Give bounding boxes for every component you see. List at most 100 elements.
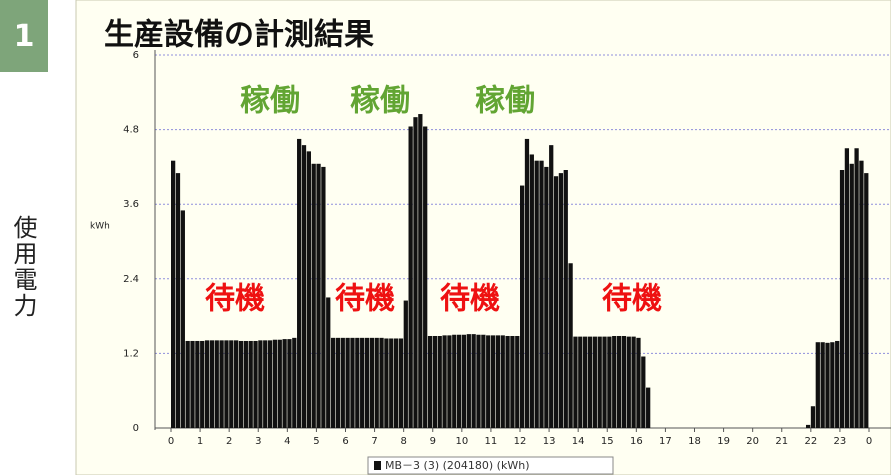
bar: [534, 160, 539, 428]
x-tick-label: 18: [688, 436, 701, 447]
bar: [500, 335, 505, 428]
side-label: 使用電力: [9, 215, 37, 319]
bar: [849, 163, 854, 428]
annotation: 待機: [205, 282, 265, 317]
bar: [234, 340, 239, 428]
bar: [229, 340, 234, 428]
y-tick-label: 2.4: [123, 274, 139, 285]
y-axis-label: kWh: [90, 222, 110, 232]
bar: [471, 334, 476, 428]
bar: [461, 334, 467, 428]
bar: [398, 338, 404, 428]
bar: [544, 166, 549, 428]
bar: [408, 126, 413, 428]
bar: [340, 337, 345, 428]
bar: [587, 336, 593, 428]
bar: [476, 334, 481, 428]
bar: [418, 114, 423, 428]
annotation: 稼働: [350, 84, 410, 119]
bar: [297, 138, 302, 429]
bar: [287, 339, 292, 428]
x-tick-label: 9: [430, 436, 436, 447]
bar: [301, 145, 307, 428]
x-tick-label: 6: [342, 436, 348, 447]
bar: [437, 335, 442, 428]
bar: [558, 173, 564, 428]
bar: [515, 335, 520, 428]
bar: [621, 335, 627, 428]
bar: [573, 336, 578, 428]
bar: [209, 340, 215, 428]
bar: [520, 185, 525, 428]
legend-swatch: [374, 461, 381, 470]
annotation: 待機: [335, 282, 395, 317]
bar: [321, 166, 326, 428]
bar: [549, 145, 554, 428]
x-tick-label: 14: [572, 436, 585, 447]
bar: [243, 340, 248, 428]
x-tick-label: 0: [866, 436, 872, 447]
bar: [805, 424, 811, 428]
bar: [854, 148, 859, 428]
bar: [646, 387, 651, 428]
x-tick-label: 10: [455, 436, 468, 447]
bar: [810, 406, 816, 428]
x-tick-label: 3: [255, 436, 261, 447]
bar: [282, 339, 287, 428]
badge: 1: [0, 0, 48, 72]
bar: [636, 337, 641, 428]
x-tick-label: 21: [775, 436, 788, 447]
bar: [214, 340, 219, 428]
bar: [190, 340, 195, 428]
bar: [631, 336, 636, 428]
bar: [311, 163, 316, 428]
bar: [602, 336, 607, 428]
x-tick-label: 2: [226, 436, 232, 447]
annotation: 稼働: [475, 84, 535, 119]
bar: [379, 337, 384, 428]
bar: [481, 334, 486, 428]
bar: [263, 340, 268, 428]
x-tick-label: 7: [371, 436, 377, 447]
bar: [200, 340, 205, 428]
y-tick-label: 4.8: [123, 125, 139, 136]
bar: [204, 340, 210, 428]
bar: [466, 334, 471, 428]
bar: [238, 340, 244, 428]
x-tick-label: 13: [543, 436, 556, 447]
bar: [597, 336, 602, 428]
bar: [427, 335, 433, 428]
annotation: 待機: [602, 282, 662, 317]
bar: [345, 337, 350, 428]
bar: [612, 335, 617, 428]
chart-title: 生産設備の計測結果: [104, 18, 374, 53]
bar: [277, 339, 282, 428]
bar: [815, 342, 820, 428]
legend-label: MB－3 (3) (204180) (kWh): [385, 459, 529, 472]
bar: [374, 337, 379, 428]
y-tick-label: 6: [133, 50, 139, 61]
bar: [195, 340, 200, 428]
bar: [355, 337, 360, 428]
bar: [364, 337, 370, 428]
bar: [413, 117, 418, 429]
bar: [820, 342, 825, 428]
bar: [219, 340, 224, 428]
x-tick-label: 0: [168, 436, 174, 447]
bar: [326, 297, 331, 428]
bar: [844, 148, 850, 428]
bar: [442, 335, 447, 428]
bar: [616, 335, 622, 428]
x-tick-label: 8: [400, 436, 406, 447]
x-tick-label: 4: [284, 436, 290, 447]
y-tick-label: 1.2: [123, 348, 139, 359]
bar: [224, 340, 229, 428]
bar: [539, 160, 544, 428]
bar: [529, 154, 534, 428]
bar: [171, 160, 176, 428]
bar: [185, 340, 190, 428]
bar: [393, 338, 399, 428]
bar: [335, 337, 341, 428]
bar: [384, 338, 389, 428]
